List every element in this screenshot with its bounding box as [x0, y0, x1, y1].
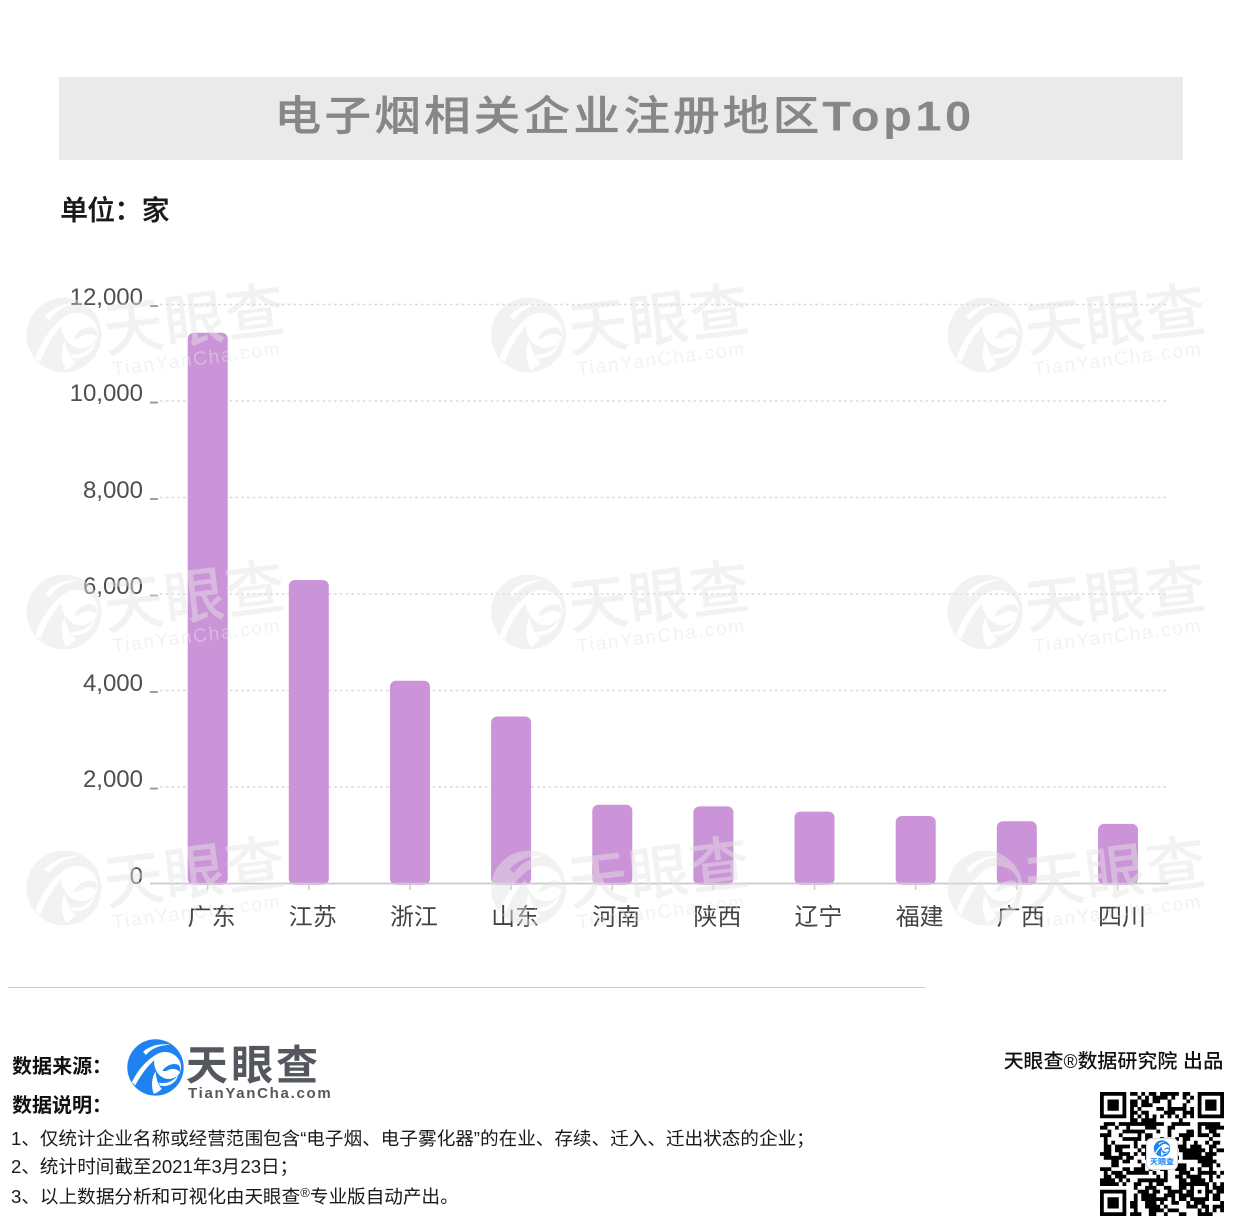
svg-text:TianYanCha.com: TianYanCha.com	[188, 1085, 332, 1102]
svg-text:天眼查: 天眼查	[186, 1032, 321, 1093]
svg-text:天眼查: 天眼查	[1150, 1157, 1174, 1168]
